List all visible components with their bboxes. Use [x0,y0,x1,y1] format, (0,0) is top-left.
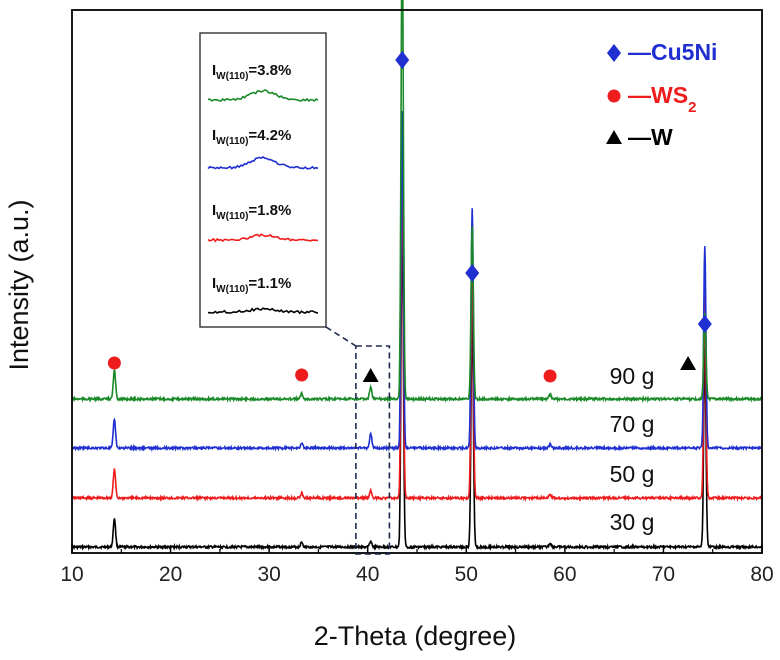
series-line-70-g [71,111,763,453]
x-tick-label-60: 60 [553,563,576,586]
axes: 10 20 30 40 50 60 70 80 [60,9,774,586]
legend: —Cu5Ni —WS2 —W [606,39,717,150]
series-line-90-g [71,0,763,404]
legend-symbol-WS [607,89,621,103]
plot-traces [71,0,763,552]
x-tick-label-50: 50 [455,563,478,586]
legend-label-WS: —WS2 [628,82,696,116]
series-label-70-g: 70 g [610,411,655,437]
legend-symbol-Cu5Ni [607,44,621,62]
x-axis-title: 2-Theta (degree) [314,621,517,651]
marker-Cu5Ni-43.5 [395,51,410,69]
inset-label-3: IW(110)=1.1% [212,275,291,295]
highlight-connector [325,326,357,347]
marker-W-72.5 [680,356,697,370]
series-labels: 30 g 50 g 70 g 90 g [610,363,655,535]
inset-label-0: IW(110)=3.8% [212,62,291,82]
marker-WS2-14.3 [107,356,121,370]
inset-curve-0 [207,89,319,102]
inset-label-1: IW(110)=4.2% [212,127,291,147]
marker-Cu5Ni-74.2 [697,315,712,333]
marker-WS2-58.5 [543,369,557,383]
x-tick-label-10: 10 [60,563,83,586]
y-axis-title: Intensity (a.u.) [4,199,34,370]
inset-frame [199,32,327,328]
x-tick-label-30: 30 [257,563,280,586]
inset-curve-1 [207,156,319,170]
x-tick-label-40: 40 [356,563,379,586]
x-tick-label-80: 80 [750,563,773,586]
legend-symbol-W [606,130,622,144]
inset-panel: IW(110)=3.8% IW(110)=4.2% IW(110)=1.8% IW(1… [199,32,391,555]
inset-label-2: IW(110)=1.8% [212,202,291,222]
series-line-30-g [71,211,763,552]
series-label-50-g: 50 g [610,461,655,487]
x-tick-label-20: 20 [159,563,182,586]
series-label-30-g: 30 g [610,509,655,535]
marker-WS2-33.3 [295,368,309,382]
inset-curve-3 [207,307,319,315]
legend-label-Cu5Ni: —Cu5Ni [628,39,717,65]
x-tick-label-70: 70 [652,563,675,586]
inset-curve-2 [207,233,319,243]
series-label-90-g: 90 g [610,363,655,389]
marker-Cu5Ni-50.6 [465,264,480,282]
phase-markers [107,51,712,383]
marker-W-40.3 [362,368,379,382]
series-line-50-g [71,163,763,503]
legend-label-W: —W [628,124,673,150]
